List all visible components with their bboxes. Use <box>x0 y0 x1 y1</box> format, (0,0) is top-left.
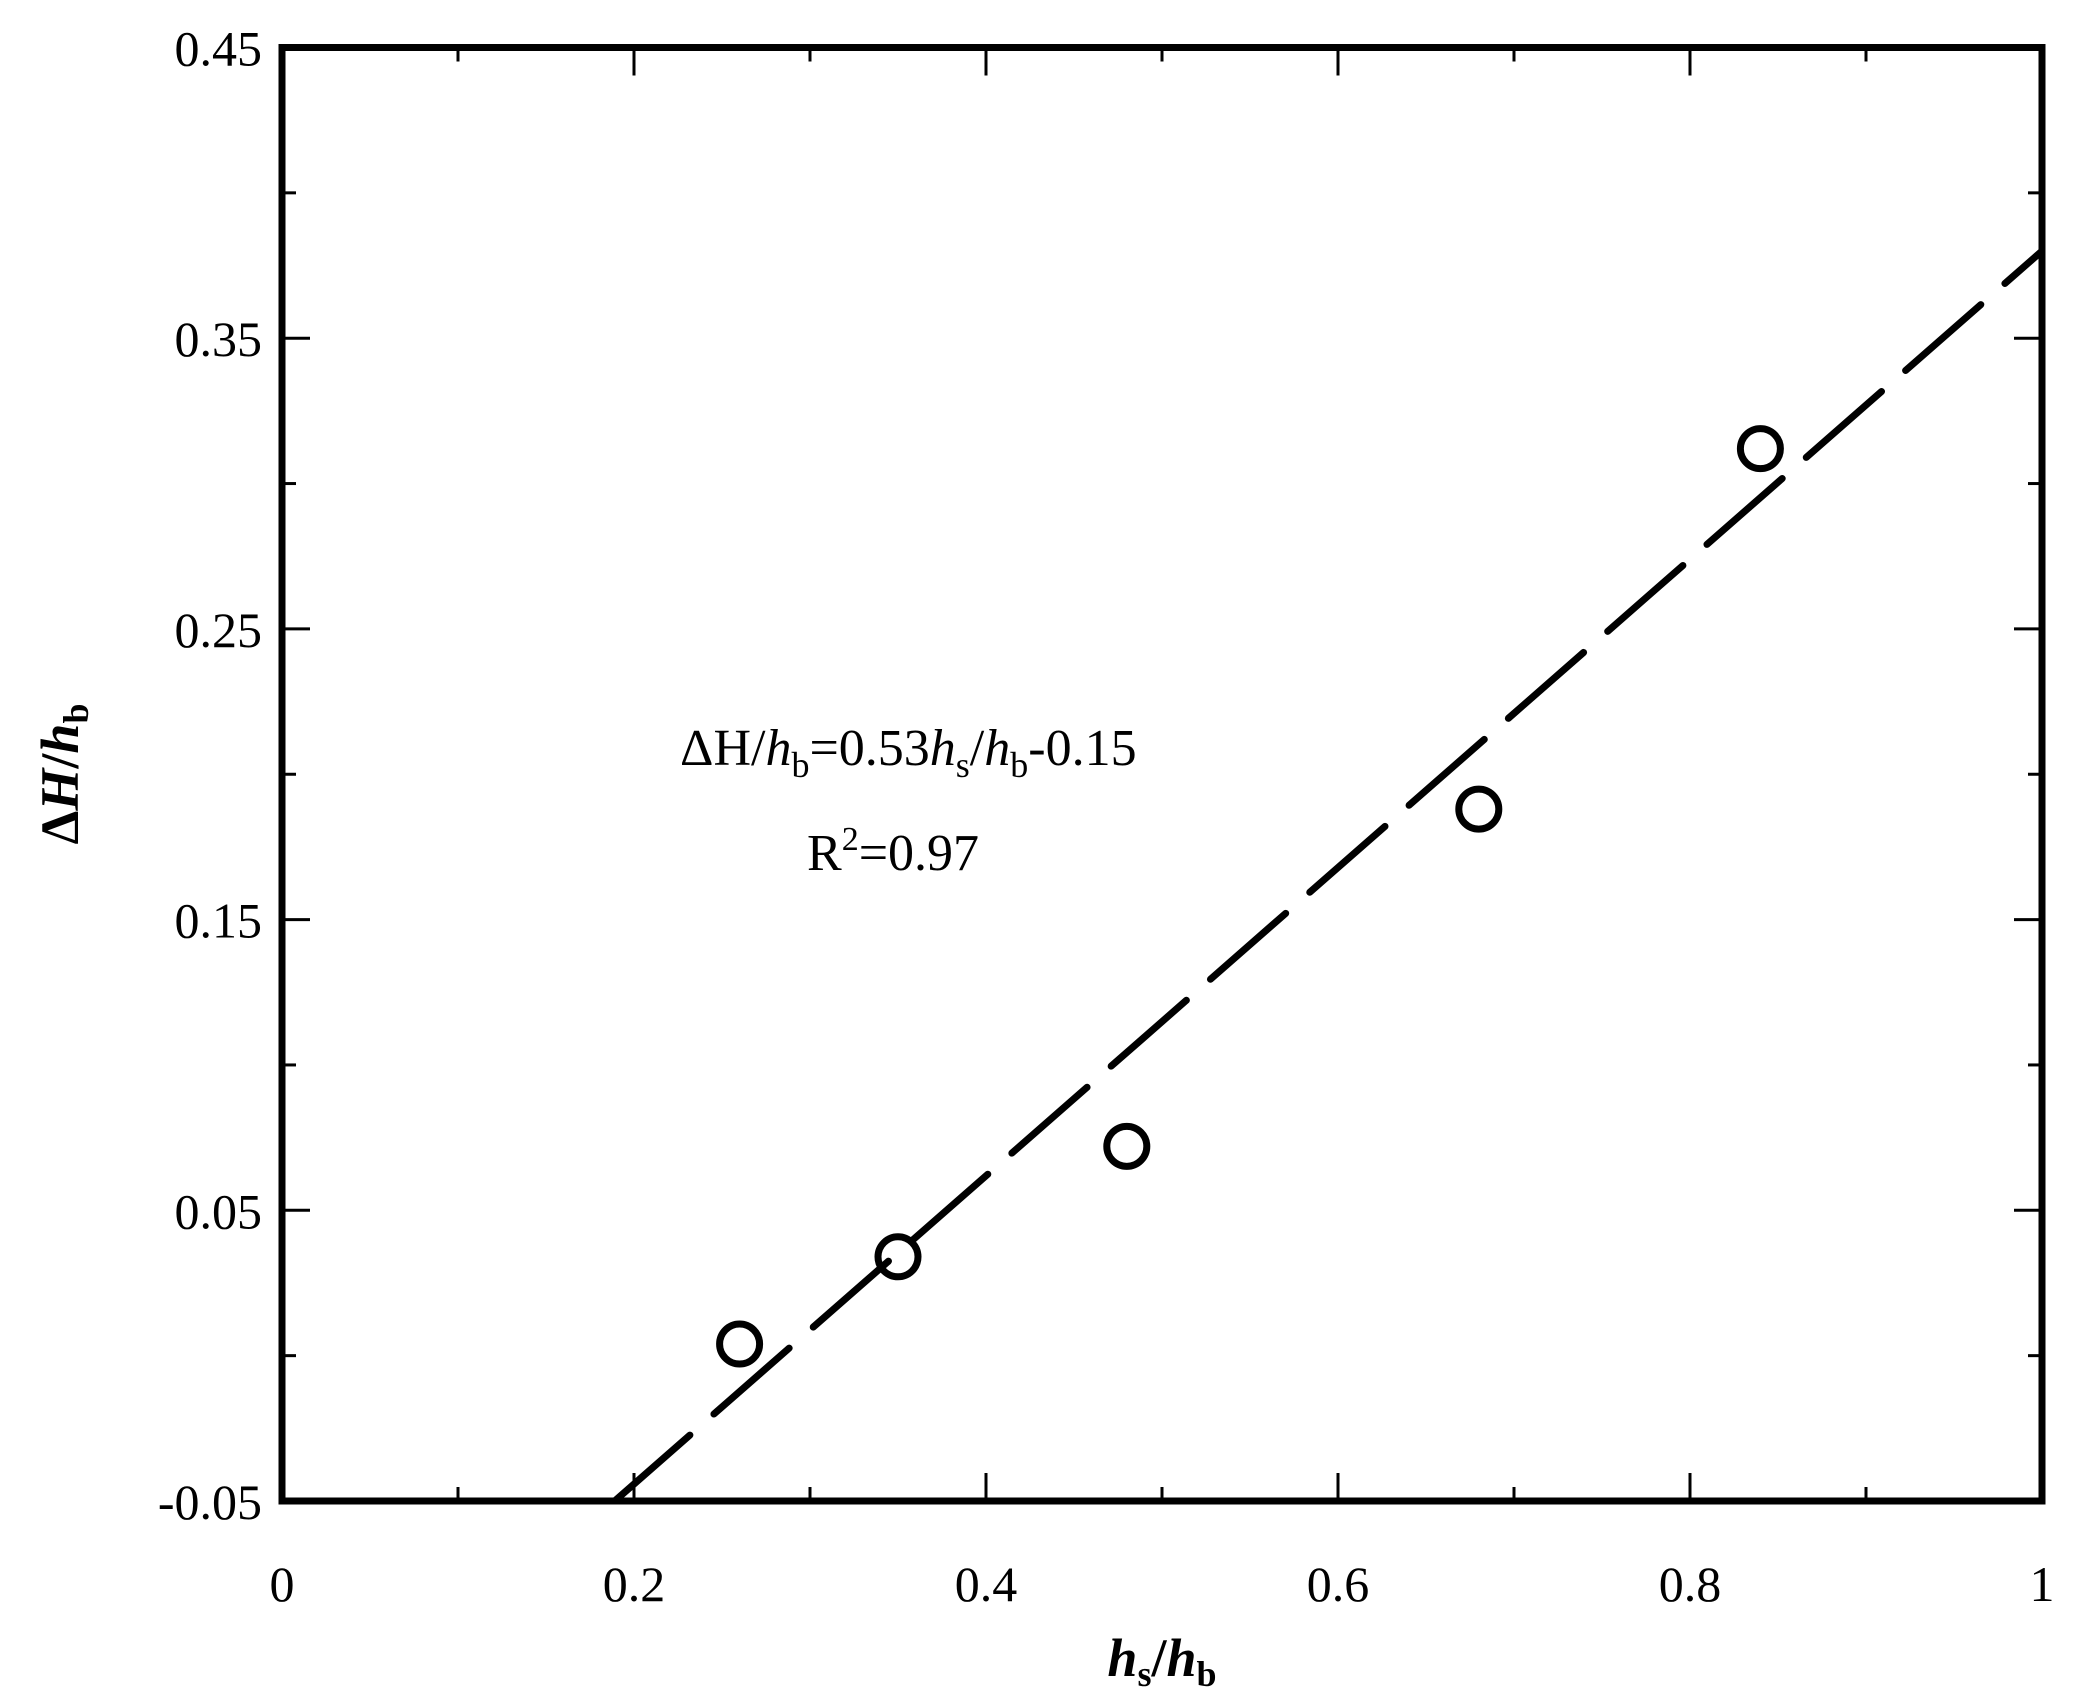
y-tick-label: 0.35 <box>175 311 263 367</box>
data-point-circle <box>1455 785 1503 833</box>
x-tick-label: 0.4 <box>955 1556 1018 1612</box>
x-tick-label: 1 <box>2030 1556 2055 1612</box>
data-point-circle <box>1103 1122 1151 1170</box>
regression-equation: ΔH/hb=0.53hs/hb-0.15 <box>680 720 1137 785</box>
r-squared-label: R2=0.97 <box>807 821 979 882</box>
x-tick-label: 0.8 <box>1659 1556 1722 1612</box>
y-tick-label: 0.45 <box>175 21 263 77</box>
x-tick-label: 0 <box>270 1556 295 1612</box>
x-tick-label: 0.6 <box>1307 1556 1370 1612</box>
y-tick-label: 0.15 <box>175 893 263 949</box>
x-tick-label: 0.2 <box>603 1556 666 1612</box>
y-tick-labels: -0.05 0.05 0.15 0.25 0.35 0.45 <box>158 21 262 1531</box>
y-tick-label: -0.05 <box>158 1474 262 1530</box>
plot-frame <box>278 44 2046 1505</box>
data-point-circle <box>1736 425 1784 473</box>
x-axis-title: hs/hb <box>1107 1628 1216 1694</box>
y-tick-label: 0.05 <box>175 1183 263 1239</box>
x-tick-labels: 0 0.2 0.4 0.6 0.8 1 <box>270 1556 2055 1612</box>
fit-line <box>611 247 2046 1505</box>
data-points <box>716 425 1784 1368</box>
data-point-circle <box>716 1320 764 1368</box>
data-point-circle <box>874 1233 922 1281</box>
fit-line-dashed <box>611 247 2046 1505</box>
minor-ticks <box>282 47 2042 1501</box>
major-ticks <box>280 46 2044 1503</box>
y-tick-label: 0.25 <box>175 602 263 658</box>
y-axis-title: ΔH/hb <box>30 704 96 845</box>
